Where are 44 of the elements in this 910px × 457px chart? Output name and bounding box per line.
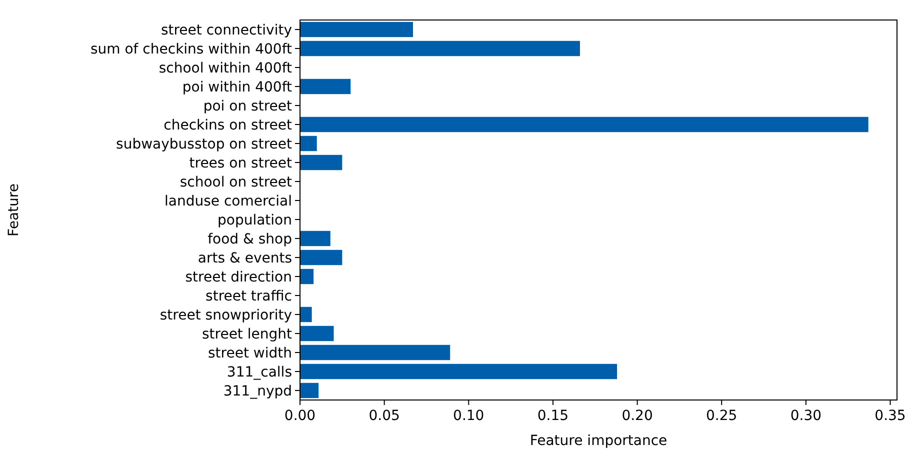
y-axis-title: Feature [6,184,22,236]
x-tick-label: 0.10 [453,408,484,424]
bar [300,22,413,38]
bar [300,306,312,322]
bar [300,154,342,170]
y-tick-label: food & shop [208,231,292,248]
y-tick-label: trees on street [189,155,293,172]
y-tick-label: population [218,212,292,228]
bar [300,78,351,94]
y-tick-label: street width [208,345,292,362]
y-tick-label: school on street [180,174,293,190]
y-tick-label: 311_calls [226,364,292,380]
y-tick-label: poi on street [203,98,292,114]
y-tick-label: 311_nypd [223,383,292,400]
bar [300,40,580,56]
x-tick-label: 0.35 [874,408,906,424]
y-tick-label: sum of checkins within 400ft [90,41,292,58]
bar [300,230,330,246]
x-tick-label: 0.30 [790,408,822,424]
bar [300,364,618,380]
y-tick-label: street traffic [206,288,292,304]
y-tick-label: subwaybusstop on street [116,136,292,152]
x-tick-label: 0.00 [284,408,316,424]
y-tick-label: poi within 400ft [182,79,292,96]
x-axis-title: Feature importance [530,433,668,449]
bar [300,268,314,284]
y-tick-label: landuse comercial [164,193,292,210]
y-tick-label: street direction [185,269,292,286]
bar [300,116,868,132]
x-tick-label: 0.05 [368,408,400,424]
x-tick-label: 0.15 [537,408,569,424]
y-tick-label: street snowpriority [160,307,292,324]
y-tick-label: checkins on street [164,117,292,134]
y-tick-label: street lenght [202,326,292,342]
bar [300,382,319,398]
bar [300,136,317,152]
bar [300,344,450,360]
bar [300,326,334,342]
y-tick-label: arts & events [198,250,292,266]
y-tick-label: street connectivity [160,22,292,38]
x-tick-label: 0.25 [706,408,738,424]
bar [300,250,342,266]
y-tick-label: school within 400ft [158,60,292,76]
x-tick-label: 0.20 [622,408,653,424]
